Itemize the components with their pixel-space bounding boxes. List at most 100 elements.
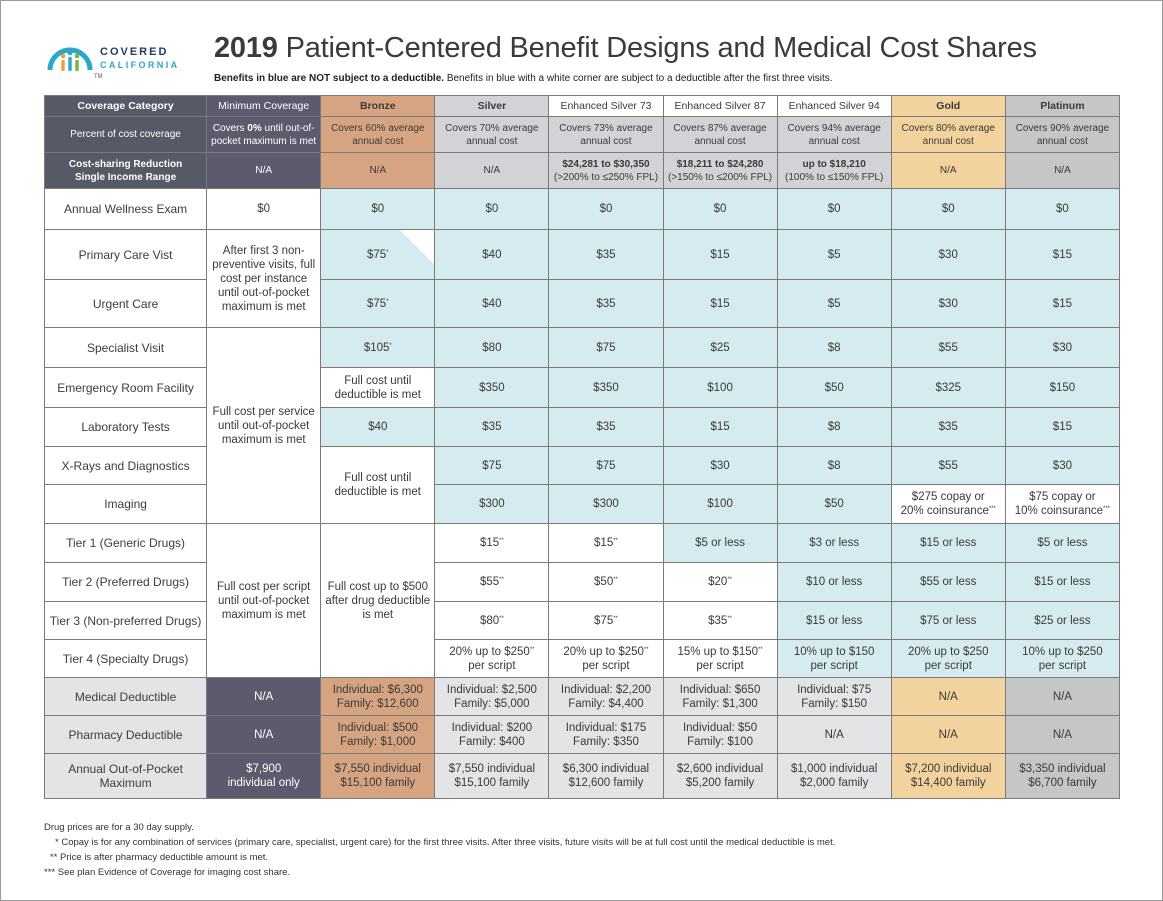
bronze-drug-cost: Full cost up to $500 after drug deductib…	[320, 523, 436, 678]
footnote-copay: * Copay is for any combination of servic…	[55, 837, 836, 848]
table-row: Imaging $300 $300 $100 $50 $275 copay or…	[43, 484, 1121, 524]
specialist-bronze: $105*	[320, 327, 436, 368]
row-label-laboratory: Laboratory Tests	[43, 407, 208, 447]
col-header-platinum: Platinum	[1004, 95, 1121, 117]
imaging-gold-1: $275 copay or	[911, 491, 985, 503]
pharm-ded-es87: Individual: $50 Family: $100	[662, 715, 778, 754]
tier3-es73: $75**	[548, 601, 664, 640]
lab-es94: $8	[776, 407, 892, 447]
csr-es94: up to $18,210 (100% to ≤150% FPL)	[776, 152, 892, 189]
primary-platinum: $15	[1004, 229, 1121, 280]
pharm-ded-gold: N/A	[890, 715, 1006, 754]
csr-silver: N/A	[434, 152, 550, 189]
tier2-silver: $55**	[434, 562, 550, 602]
er-silver: $350	[434, 367, 550, 408]
tier4-es73-1: 20% up to $250	[563, 645, 644, 658]
csr-bronze: N/A	[320, 152, 436, 189]
table-row: Tier 3 (Non-preferred Drugs) $80** $75**…	[43, 601, 1121, 640]
oop-silver-2: $15,100 family	[454, 777, 530, 789]
tier4-es73: 20% up to $250** per script	[548, 639, 664, 678]
primary-bronze: $75*	[320, 229, 436, 280]
table-row: Tier 1 (Generic Drugs) Full cost per scr…	[43, 523, 1121, 678]
mark-double-star: **	[499, 615, 504, 622]
tier4-es87-2: per script	[696, 659, 744, 672]
oop-es87: $2,600 individual $5,200 family	[662, 753, 778, 799]
primary-silver: $40	[434, 229, 550, 280]
table-row: Laboratory Tests $40 $35 $35 $15 $8 $35 …	[43, 407, 1121, 447]
csr-es73: $24,281 to $30,350 (>200% to ≤250% FPL)	[548, 152, 664, 189]
oop-minimum: $7,900 individual only	[206, 753, 322, 799]
percent-gold: Covers 80% average annual cost	[890, 116, 1006, 153]
wellness-gold: $0	[890, 188, 1006, 230]
urgent-es73: $35	[548, 279, 664, 328]
oop-gold: $7,200 individual $14,400 family	[890, 753, 1006, 799]
pharm-ded-es87-2: Family: $100	[687, 735, 753, 748]
tier4-es87: 15% up to $150** per script	[662, 639, 778, 678]
header-row: Coverage Category Minimum Coverage Bronz…	[43, 95, 1121, 117]
tier3-es94: $15 or less	[776, 601, 892, 640]
row-label-tier1: Tier 1 (Generic Drugs)	[43, 523, 208, 563]
tier4-silver: 20% up to $250** per script	[434, 639, 550, 678]
specialist-silver: $80	[434, 327, 550, 368]
med-ded-bronze-2: Family: $12,600	[336, 697, 419, 710]
oop-es73-1: $6,300 individual	[562, 763, 650, 775]
table-row: Urgent Care $75* $40 $35 $15 $5 $30 $15	[43, 279, 1121, 328]
mark-double-star: **	[613, 577, 618, 583]
lab-es87: $15	[662, 407, 778, 447]
min-after-visits: After first 3 non-preventive visits, ful…	[206, 229, 322, 328]
col-header-enhanced-silver-94: Enhanced Silver 94	[776, 95, 892, 117]
row-label-tier3: Tier 3 (Non-preferred Drugs)	[43, 601, 208, 640]
subtitle-rest: Benefits in blue with a white corner are…	[446, 73, 833, 84]
mark-star: *	[386, 249, 389, 256]
oop-gold-1: $7,200 individual	[905, 763, 992, 775]
tier4-silver-2: per script	[468, 659, 516, 672]
tier3-silver-val: $80	[479, 614, 500, 627]
oop-es73-2: $12,600 family	[568, 777, 644, 789]
med-ded-bronze-1: Individual: $6,300	[332, 683, 423, 696]
covered-california-logo: COVERED CALIFORNIA TM	[44, 36, 177, 84]
row-label-emergency-room: Emergency Room Facility	[43, 367, 208, 408]
oop-bronze-1: $7,550 individual	[334, 763, 421, 775]
percent-label: Percent of cost coverage	[43, 116, 208, 153]
pharm-ded-silver-2: Family: $400	[458, 735, 525, 748]
col-header-bronze: Bronze	[320, 95, 436, 117]
primary-gold: $30	[890, 229, 1006, 280]
pharm-ded-silver-1: Individual: $200	[451, 721, 533, 734]
row-label-primary-care: Primary Care Vist	[43, 229, 208, 280]
med-ded-es94-1: Individual: $75	[797, 683, 872, 696]
table-row: Medical Deductible N/A Individual: $6,30…	[43, 677, 1121, 716]
specialist-bronze-val: $105	[363, 341, 390, 354]
urgent-es94: $5	[776, 279, 892, 328]
row-label-specialist: Specialist Visit	[43, 327, 208, 368]
oop-silver: $7,550 individual $15,100 family	[434, 753, 550, 799]
tier2-platinum: $15 or less	[1004, 562, 1121, 602]
imaging-es87: $100	[662, 484, 778, 524]
med-ded-es87-2: Family: $1,300	[682, 697, 758, 710]
xray-platinum: $30	[1004, 446, 1121, 485]
lab-gold: $35	[890, 407, 1006, 447]
tier1-platinum: $5 or less	[1004, 523, 1121, 563]
med-ded-minimum: N/A	[206, 677, 322, 716]
med-ded-silver-2: Family: $5,000	[454, 697, 530, 710]
tier1-es73: $15**	[548, 523, 664, 563]
min-full-cost-service: Full cost per service until out-of-pocke…	[206, 327, 322, 524]
oop-min-2: individual only	[227, 777, 300, 789]
primary-bronze-val: $75	[367, 248, 387, 261]
pharm-ded-es87-1: Individual: $50	[682, 721, 758, 734]
row-label-pharmacy-deductible: Pharmacy Deductible	[43, 715, 208, 754]
benefit-table: Coverage Category Minimum Coverage Bronz…	[43, 95, 1121, 799]
tier2-es94: $10 or less	[776, 562, 892, 602]
csr-label-2: Single Income Range	[75, 171, 177, 183]
row-label-tier4: Tier 4 (Specialty Drugs)	[43, 639, 208, 678]
table-row: Specialist Visit Full cost per service u…	[43, 327, 1121, 524]
specialist-platinum: $30	[1004, 327, 1121, 368]
lab-es73: $35	[548, 407, 664, 447]
title-text: Patient-Centered Benefit Designs and Med…	[285, 32, 1037, 64]
oop-es94: $1,000 individual $2,000 family	[776, 753, 892, 799]
wellness-es94: $0	[776, 188, 892, 230]
urgent-silver: $40	[434, 279, 550, 328]
med-ded-es94-2: Family: $150	[801, 697, 868, 710]
oop-plat-2: $6,700 family	[1028, 777, 1097, 789]
wellness-bronze: $0	[320, 188, 436, 230]
lab-silver: $35	[434, 407, 550, 447]
